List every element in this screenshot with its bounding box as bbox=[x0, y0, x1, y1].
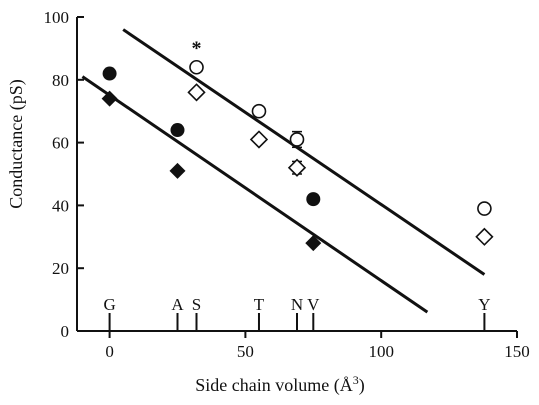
residue-label-S: S bbox=[192, 295, 201, 314]
x-axis-label-superscript: 3 bbox=[353, 373, 359, 387]
y-tick-label: 100 bbox=[44, 8, 70, 27]
x-tick-label: 50 bbox=[237, 342, 254, 361]
data-point-open-diamond bbox=[187, 83, 206, 102]
fit-line bbox=[81, 75, 429, 314]
data-point-open-diamond bbox=[475, 227, 494, 246]
residue-label-V: V bbox=[307, 295, 320, 314]
data-point-open-circle bbox=[251, 103, 267, 119]
y-tick-label: 20 bbox=[52, 259, 69, 278]
data-point-filled-circle bbox=[306, 192, 321, 207]
x-axis-label-text: Side chain volume (Å bbox=[195, 375, 352, 396]
x-tick-label: 0 bbox=[105, 342, 114, 361]
x-axis-label-close: ) bbox=[359, 375, 365, 396]
residue-label-N: N bbox=[291, 295, 303, 314]
x-axis-label: Side chain volume (Å3) bbox=[195, 373, 364, 396]
data-point-filled-circle bbox=[170, 123, 185, 138]
residue-label-T: T bbox=[254, 295, 265, 314]
y-axis-label: Conductance (pS) bbox=[6, 79, 27, 208]
residue-label-Y: Y bbox=[478, 295, 490, 314]
data-point-filled-circle bbox=[102, 66, 117, 81]
fit-line bbox=[122, 28, 486, 276]
data-point-filled-diamond bbox=[305, 235, 322, 252]
data-point-open-diamond bbox=[287, 158, 307, 177]
y-tick-label: 40 bbox=[52, 196, 69, 215]
residue-label-A: A bbox=[171, 295, 184, 314]
data-point-filled-diamond bbox=[169, 162, 186, 179]
data-point-open-circle bbox=[477, 201, 492, 216]
residue-label-G: G bbox=[103, 295, 115, 314]
data-point-open-diamond bbox=[249, 130, 269, 149]
x-tick-label: 150 bbox=[504, 342, 530, 361]
data-point-open-circle bbox=[289, 132, 305, 147]
y-tick-label: 0 bbox=[61, 322, 70, 341]
y-tick-label: 80 bbox=[52, 71, 69, 90]
significance-asterisk: * bbox=[192, 38, 202, 60]
data-point-filled-diamond bbox=[101, 90, 118, 107]
data-point-open-circle bbox=[189, 59, 204, 75]
y-tick-label: 60 bbox=[52, 134, 69, 153]
x-tick-label: 100 bbox=[368, 342, 394, 361]
